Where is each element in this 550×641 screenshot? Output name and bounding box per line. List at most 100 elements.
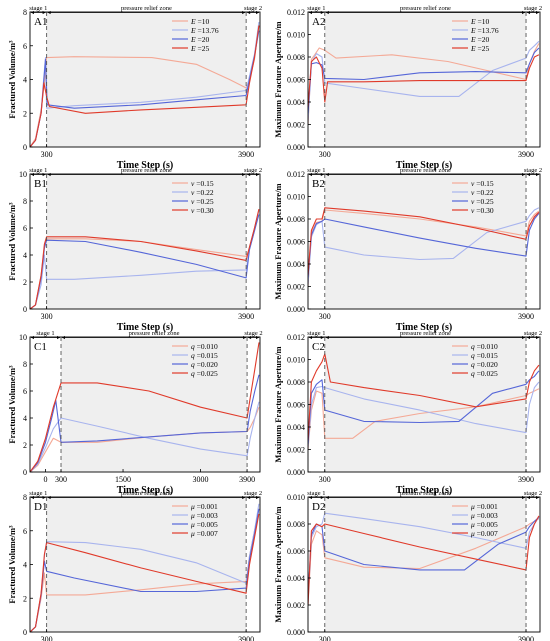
y-tick-label: 0 [23,468,27,477]
legend-entry-1: E =10 [470,17,489,26]
y-tick-label: 10 [19,170,27,179]
x-tick-label: 3900 [238,635,254,641]
y-axis-label: Maximum Fracture Aperture/m [273,21,283,137]
series-line-4 [308,515,540,606]
zone-label-pressure-relief: pressure relief zone [121,167,172,174]
zone-label-stage-2: stage 2 [244,330,262,337]
legend-entry-2: v =0.22 [471,188,494,197]
series-lines [308,40,540,125]
x-axis-label: Time Step (s) [117,322,173,333]
y-tick-label: 6 [23,42,27,51]
legend-entry-2: μ =0.003 [191,511,218,520]
y-tick-label: 6 [23,527,27,536]
stage-1-arrow-head [320,335,324,340]
zone-label-pressure-relief: pressure relief zone [121,5,172,12]
legend-entry-4: E =25 [190,44,209,53]
y-tick-label: 0.006 [287,401,305,410]
zone-label-stage-2: stage 2 [244,5,262,12]
series-line-4 [30,513,260,632]
y-tick-label: 4 [23,76,27,85]
stage-1-arrow-head [42,495,46,500]
y-tick-label: 8 [23,360,27,369]
y-tick-label: 0.010 [287,493,305,502]
x-tick-label: 3900 [518,475,534,484]
y-tick-label: 0.006 [287,547,305,556]
chart-panel-d2: 0.0000.0020.0040.0060.0080.0103003900Tim… [273,490,542,641]
y-tick-label: 0.010 [287,193,305,202]
x-tick-label: 300 [319,312,331,321]
legend-entry-1: μ =0.001 [471,502,498,511]
y-axis-label: Maximum Fracture Aperture/m [273,346,283,462]
y-tick-label: 8 [23,197,27,206]
y-tick-label: 0.008 [287,520,305,529]
zone-label-stage-2: stage 2 [524,5,542,12]
legend-entry-3: v =0.25 [191,197,214,206]
y-tick-label: 0.002 [287,283,305,292]
stage-1-arrow-head [320,10,324,15]
y-tick-label: 0.004 [287,98,305,107]
y-tick-label: 0.012 [287,170,305,179]
series-line-1 [30,407,260,472]
y-tick-label: 2 [23,594,27,603]
panel-label: C1 [34,341,47,353]
y-axis-label: Fractured Volume/m³ [7,40,17,119]
stage-2-arrow-head [536,10,539,15]
panel-label: D2 [312,501,325,513]
legend-entry-1: v =0.15 [191,179,214,188]
zone-label-stage-1: stage 1 [29,5,47,12]
stage-2-arrow-head [256,495,259,500]
y-tick-label: 0.004 [287,574,305,583]
y-tick-label: 2 [23,278,27,287]
pressure-relief-arrow-head [62,335,66,340]
zone-label-stage-1: stage 1 [307,5,325,12]
chart-panel-a1: 0 2 4 6 8 300 3900 Time Step (s) Fractured Volum… [7,5,262,171]
y-tick-label: 0.004 [287,423,305,432]
pressure-relief-arrow-head [325,495,329,500]
y-tick-label: 10 [19,333,27,342]
legend-entry-2: E =13.76 [190,26,219,35]
pressure-relief-arrow-head [242,495,246,500]
x-axis-label: Time Step (s) [396,485,452,496]
series-lines [30,503,260,632]
stage-2-arrow-head [536,172,539,177]
x-axis-label: Time Step (s) [396,322,452,333]
zone-label-pressure-relief: pressure relief zone [121,490,172,497]
panel-label: C2 [312,341,325,353]
y-tick-label: 0.012 [287,8,305,17]
y-tick-label: 0 [23,305,27,314]
plot-frame [29,336,261,473]
chart-panel-c1: 0 2 4 6 8 10 0 300 1500 3000 3900 Time Step (s) Frac… [7,330,263,496]
zone-label-stage-1: stage 1 [307,490,325,497]
zone-label-stage-1: stage 1 [307,330,325,337]
series-line-4 [30,208,260,309]
stage-2-arrow-head [527,335,531,340]
x-axis-label: Time Step (s) [396,160,452,171]
series-lines [308,207,540,287]
y-tick-label: 0.012 [287,333,305,342]
series-line-4 [30,25,260,147]
x-tick-label: 3900 [518,150,534,159]
legend-entry-4: E =25 [470,44,489,53]
stage-1-arrow-head [31,172,34,177]
stage-2-arrow-head [527,172,531,177]
series-line-4 [308,207,540,276]
pressure-relief-arrow-head [242,172,246,177]
x-tick-label: 3900 [518,312,534,321]
x-tick-label: 300 [41,635,53,641]
y-tick-label: 0.008 [287,53,305,62]
pressure-relief-arrow-head [242,10,246,15]
chart-panel-b2: 0.000 0.002 0.004 0.006 0.008 0.010 0.012 300 39… [273,167,542,333]
x-tick-label: 3900 [518,635,534,641]
x-tick-label: 3900 [238,150,254,159]
series-line-2 [308,512,540,603]
zone-label-stage-1: stage 1 [307,167,325,174]
plot-frame [307,496,541,633]
pressure-relief-zone-shade [324,174,527,309]
y-axis-label: Fractured Volume/m³ [7,202,17,281]
stage-1-arrow-head [42,172,46,177]
zone-label-pressure-relief: pressure relief zone [400,5,451,12]
series-line-4 [308,353,540,441]
y-tick-label: 4 [23,251,27,260]
stage-1-arrow-head [309,10,312,15]
legend-entry-4: μ =0.007 [191,529,218,538]
